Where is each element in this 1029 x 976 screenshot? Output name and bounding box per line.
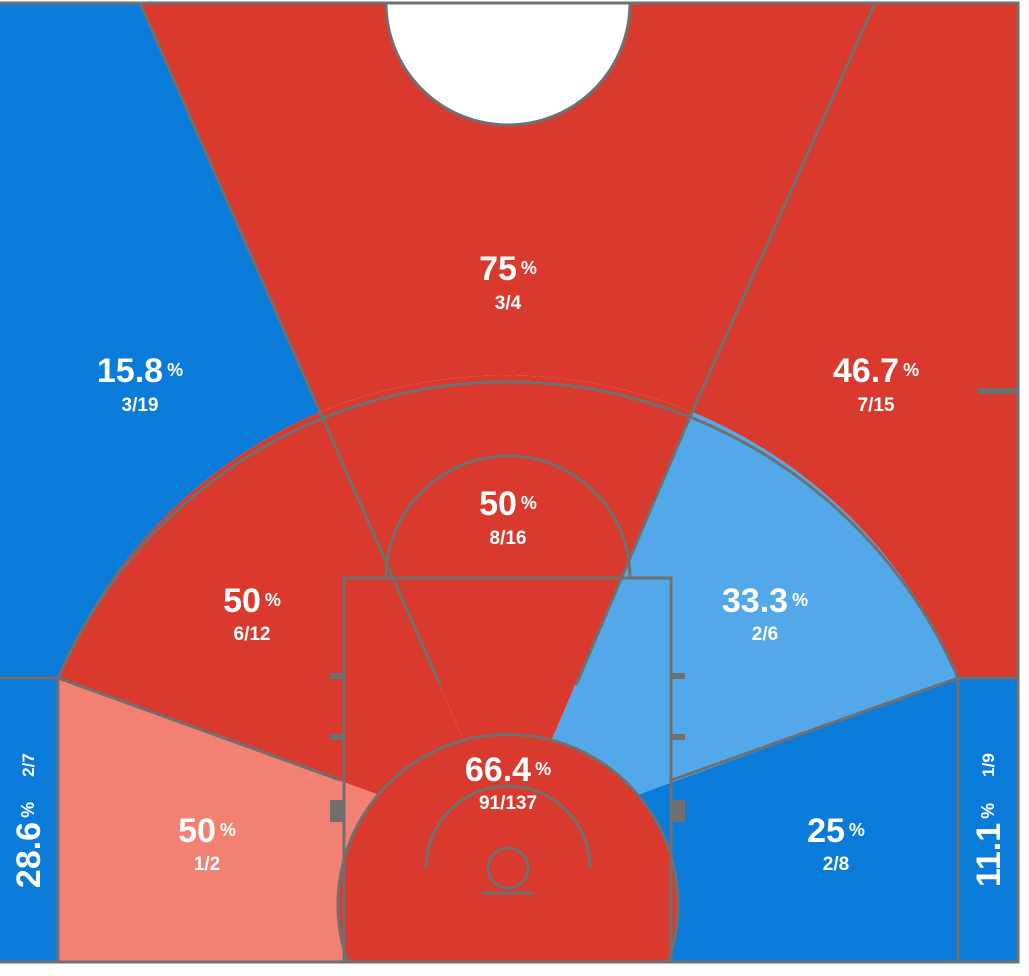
pct-unit: % bbox=[849, 820, 865, 840]
zone-divider bbox=[57, 2, 959, 782]
pct-label: 75% bbox=[479, 250, 537, 288]
zone bbox=[0, 3, 320, 678]
ratio-label: 2/8 bbox=[823, 854, 849, 875]
pct-label: 25% bbox=[807, 812, 865, 850]
zone bbox=[508, 412, 958, 842]
ratio-label: 2/6 bbox=[752, 624, 778, 645]
labels: 15.8 % 3/19 75 % 3/4 46.7 % 7/15 28.6% 2/7 11.1% 1/9… bbox=[10, 250, 1008, 888]
three-point-arc bbox=[56, 380, 960, 679]
ratio-label: 1/2 bbox=[194, 854, 220, 875]
zone bbox=[58, 412, 508, 842]
pct-unit: % bbox=[792, 590, 808, 610]
zone bbox=[958, 678, 1018, 962]
ratio-label: 3/19 bbox=[122, 395, 159, 416]
pct-value: 50 bbox=[223, 582, 261, 620]
ratio-label: 2/7 bbox=[19, 753, 38, 777]
pct-unit: % bbox=[903, 360, 919, 380]
zone bbox=[140, 3, 875, 412]
pct-unit: % bbox=[18, 802, 38, 818]
lane-marks bbox=[330, 388, 1018, 740]
restricted-area bbox=[336, 733, 680, 963]
pct-value: 25 bbox=[807, 812, 845, 850]
zones bbox=[0, 3, 1018, 962]
pct-unit: % bbox=[978, 803, 998, 819]
pct-label: 50% bbox=[223, 582, 281, 620]
pct-unit: % bbox=[167, 360, 183, 380]
border bbox=[0, 1, 1020, 964]
pct-label: 33.3% bbox=[722, 582, 808, 620]
pct-value: 28.6 bbox=[10, 822, 48, 888]
pct-value: 50 bbox=[479, 485, 517, 523]
ratio-label: 8/16 bbox=[490, 528, 527, 549]
free-throw-circle bbox=[384, 454, 632, 579]
pct-label: 15.8% bbox=[97, 352, 183, 390]
pct-value: 66.4 bbox=[465, 751, 531, 789]
pct-value: 50 bbox=[178, 812, 216, 850]
pct-unit: % bbox=[535, 759, 551, 779]
pct-value: 15.8 bbox=[97, 352, 163, 390]
pct-value: 46.7 bbox=[833, 352, 899, 390]
ratio-label: 1/9 bbox=[979, 753, 998, 777]
zone bbox=[0, 678, 58, 962]
inner-arc bbox=[424, 784, 592, 869]
pct-label: 11.1% bbox=[970, 803, 1008, 887]
pct-value: 75 bbox=[479, 250, 517, 288]
zone bbox=[692, 3, 1018, 678]
pct-unit: % bbox=[521, 493, 537, 513]
pct-unit: % bbox=[521, 258, 537, 278]
pct-value: 11.1 bbox=[970, 823, 1008, 887]
top-circle bbox=[384, 1, 632, 127]
pct-label: 50% bbox=[178, 812, 236, 850]
pct-label: 28.6% bbox=[10, 802, 48, 888]
ratio-label: 3/4 bbox=[495, 293, 522, 314]
ratio-label: 91/137 bbox=[479, 793, 537, 814]
corner-lines bbox=[0, 676, 1018, 962]
pct-unit: % bbox=[265, 590, 281, 610]
pct-label: 46.7% bbox=[833, 352, 919, 390]
pct-label: 66.4% bbox=[465, 751, 551, 789]
pct-label: 50% bbox=[479, 485, 537, 523]
pct-unit: % bbox=[220, 820, 236, 840]
pct-value: 33.3 bbox=[722, 582, 788, 620]
ratio-label: 6/12 bbox=[234, 624, 271, 645]
zone bbox=[320, 375, 692, 842]
ratio-label: 7/15 bbox=[858, 395, 895, 416]
hoop bbox=[486, 846, 530, 890]
court-lines bbox=[0, 1, 1020, 964]
